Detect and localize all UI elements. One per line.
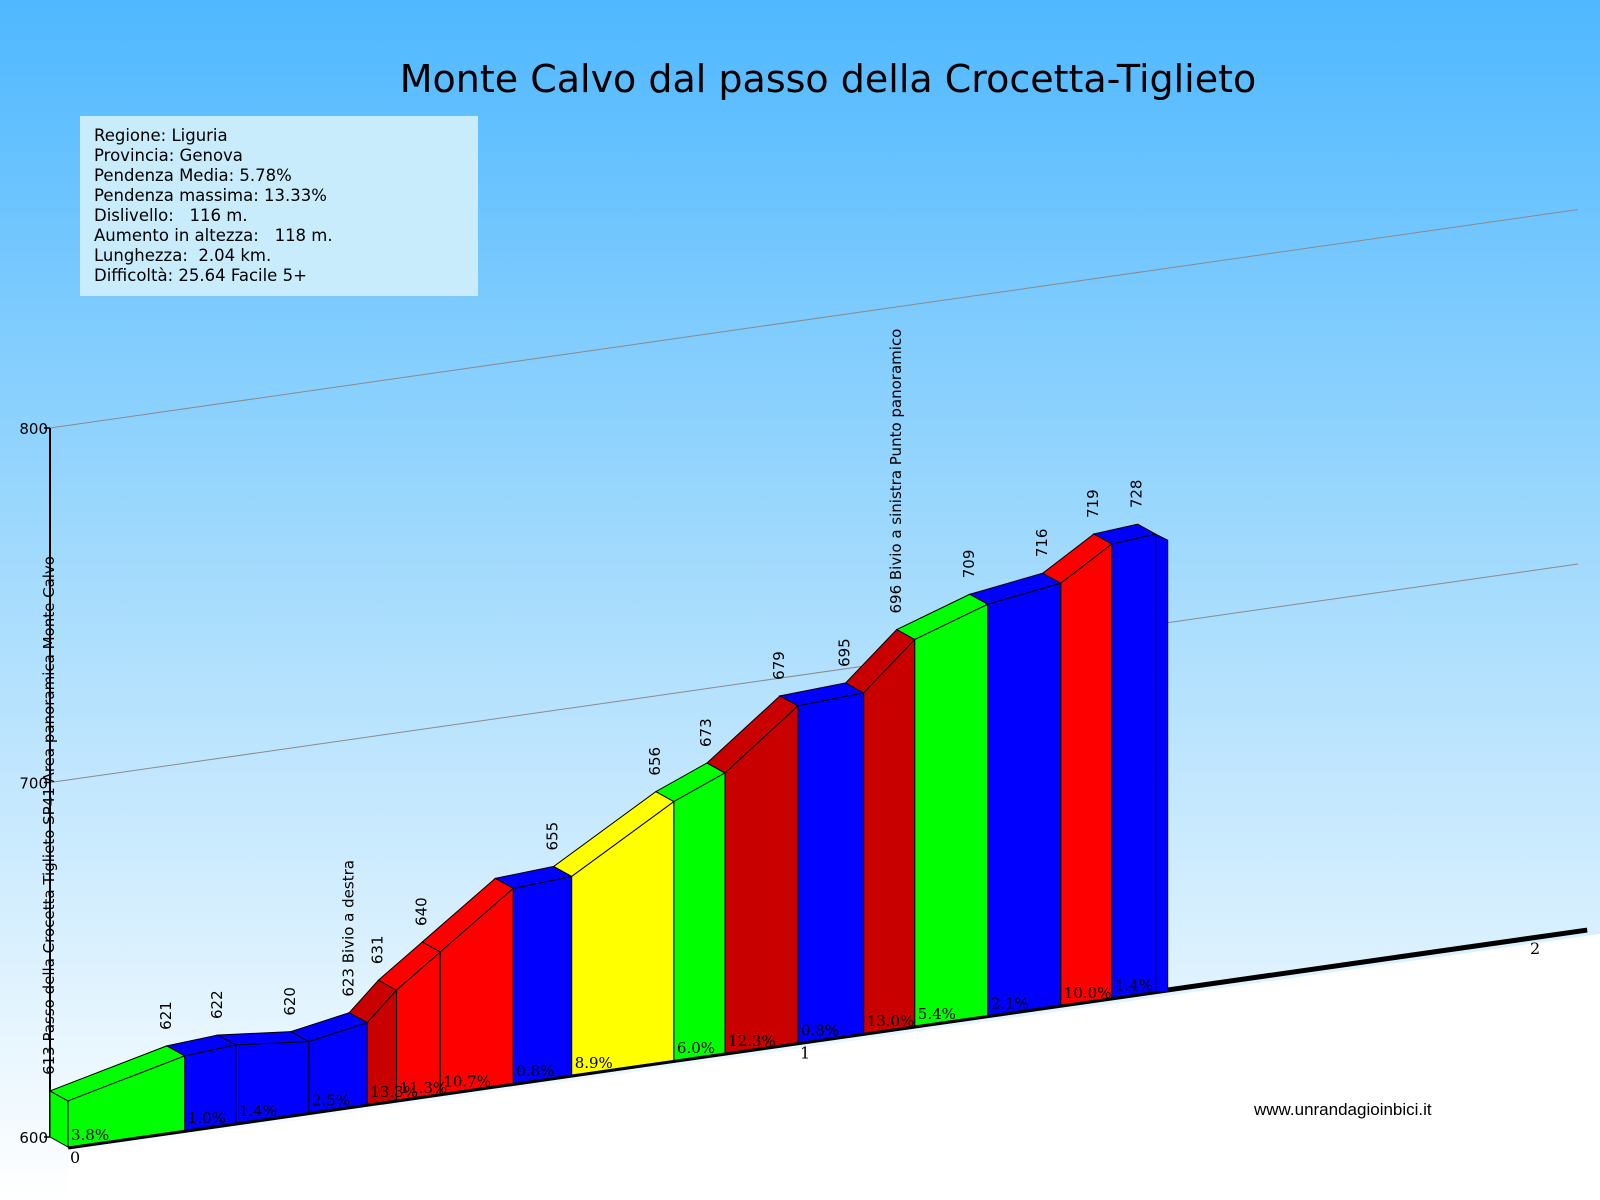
elevation-label: 695 (836, 638, 854, 667)
x-tick-label: 1 (800, 1044, 810, 1063)
grade-label: 1.0% (188, 1109, 226, 1127)
grade-label: 2.1% (991, 994, 1029, 1012)
grade-label: 5.4% (918, 1005, 956, 1023)
elevation-label: 728 (1128, 480, 1146, 509)
grade-label: 6.0% (677, 1039, 715, 1057)
grade-label: 11.3% (400, 1079, 448, 1097)
start-elevation-label: 613 Passo della Crocetta Tiglieto SP41 A… (40, 556, 58, 1075)
info-elevation-gain: Aumento in altezza: 118 m. (94, 226, 333, 245)
elevation-label: 631 (369, 935, 387, 964)
y-tick-label: 600 (19, 1129, 48, 1147)
elevation-label: 709 (960, 550, 978, 579)
segment-front-face (914, 603, 989, 1027)
elevation-label: 620 (281, 987, 299, 1016)
grade-label: 1.4% (239, 1102, 277, 1120)
elevation-label: 716 (1033, 529, 1051, 558)
y-tick-label: 800 (19, 420, 48, 438)
grade-label: 10.7% (443, 1073, 491, 1091)
info-max-grade: Pendenza massima: 13.33% (94, 186, 327, 205)
elevation-label: 640 (412, 897, 430, 926)
grade-label: 13.3% (370, 1083, 418, 1101)
ground-area (68, 933, 1600, 1200)
grade-label: 0.8% (801, 1021, 839, 1039)
grade-label: 2.5% (312, 1091, 350, 1109)
info-elevation-difference: Dislivello: 116 m. (94, 206, 248, 225)
elevation-label: 623 Bivio a destra (339, 860, 357, 997)
grid-line (49, 209, 1579, 429)
info-panel: Regione: Liguria Provincia: Genova Pende… (80, 116, 478, 296)
grade-label: 12.3% (728, 1032, 776, 1050)
elevation-label: 679 (770, 651, 788, 680)
website-credit: www.unrandagioinbici.it (1254, 1100, 1432, 1119)
info-province: Provincia: Genova (94, 146, 243, 165)
y-tick-label: 700 (19, 775, 48, 793)
profile-end-face (1155, 533, 1169, 992)
info-difficulty: Difficoltà: 25.64 Facile 5+ (94, 266, 307, 285)
grade-label: 13.0% (867, 1012, 915, 1030)
info-length: Lunghezza: 2.04 km. (94, 246, 272, 265)
segment-front-face (512, 875, 573, 1084)
segment-front-face (797, 692, 865, 1044)
grade-label: 1.4% (1115, 977, 1153, 995)
elevation-label: 656 (646, 747, 664, 776)
x-tick-label: 2 (1530, 939, 1540, 958)
elevation-label: 621 (157, 1001, 175, 1030)
chart-title: Monte Calvo dal passo della Crocetta-Tig… (400, 57, 1257, 101)
segment-front-face (863, 638, 916, 1034)
grade-label: 0.8% (516, 1062, 554, 1080)
elevation-label: 655 (544, 822, 562, 851)
info-average-grade: Pendenza Media: 5.78% (94, 166, 292, 185)
elevation-label: 673 (697, 718, 715, 747)
grid-line (49, 563, 1579, 783)
grade-label: 3.8% (71, 1126, 109, 1144)
elevation-label: 696 Bivio a sinistra Punto panoramico (887, 329, 905, 614)
elevation-label: 719 (1084, 489, 1102, 518)
x-tick-label: 0 (70, 1148, 80, 1167)
info-region: Regione: Liguria (94, 126, 228, 145)
segment-front-face (987, 582, 1062, 1017)
segment-front-face (673, 772, 726, 1061)
segment-front-face (1060, 542, 1113, 1006)
grade-label: 10.0% (1064, 984, 1112, 1002)
segment-front-face (1111, 533, 1157, 999)
grade-label: 8.9% (575, 1054, 613, 1072)
elevation-label: 622 (208, 990, 226, 1019)
